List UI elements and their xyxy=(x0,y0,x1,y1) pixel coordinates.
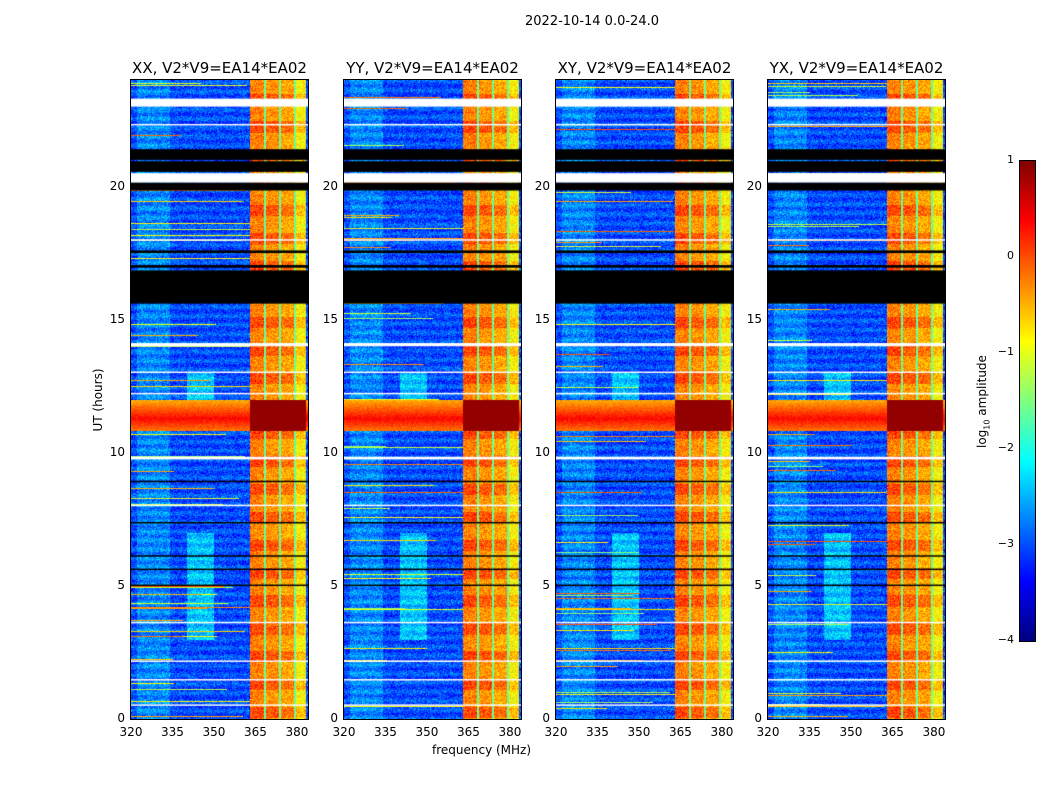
x-tick-label: 335 xyxy=(374,725,397,739)
y-tick-label: 10 xyxy=(746,444,762,459)
heatmap-panel xyxy=(767,79,946,720)
heatmap-cells xyxy=(768,80,945,719)
x-tick-label: 320 xyxy=(119,725,143,739)
x-tick-label: 350 xyxy=(627,725,651,739)
y-tick-label: 15 xyxy=(746,311,762,326)
panel-title: YX, V2*V9=EA14*EA02 xyxy=(769,59,944,77)
x-tick-label: 365 xyxy=(457,725,480,739)
heatmap-cells xyxy=(344,80,521,719)
colorbar-tick-label: −4 xyxy=(997,633,1014,646)
x-tick-label: 380 xyxy=(710,725,734,739)
colorbar-tick-label: 1 xyxy=(1007,153,1014,166)
y-tick-label: 0 xyxy=(117,711,125,725)
y-tick-label: 20 xyxy=(109,178,125,193)
heatmap-panel xyxy=(130,79,309,720)
y-tick-label: 5 xyxy=(754,577,762,592)
colorbar xyxy=(1019,160,1036,642)
x-tick-label: 380 xyxy=(285,725,309,739)
heatmap-cells xyxy=(131,80,308,719)
x-tick-label: 335 xyxy=(161,725,184,739)
x-tick-label: 365 xyxy=(881,725,904,739)
y-tick-label: 0 xyxy=(542,711,550,725)
panel-title: XX, V2*V9=EA14*EA02 xyxy=(132,59,307,77)
colorbar-tick-label: 0 xyxy=(1007,249,1014,262)
y-tick-label: 15 xyxy=(534,311,550,326)
x-axis-label: frequency (MHz) xyxy=(432,743,532,757)
heatmap-panel xyxy=(343,79,522,720)
y-tick-label: 0 xyxy=(330,711,338,725)
y-tick-label: 20 xyxy=(322,178,338,193)
x-tick-label: 320 xyxy=(332,725,356,739)
y-tick-label: 5 xyxy=(330,577,338,592)
y-tick-label: 5 xyxy=(542,577,550,592)
heatmap-cells xyxy=(556,80,733,719)
colorbar-label: log10 amplitude xyxy=(975,355,992,448)
y-tick-label: 5 xyxy=(117,577,125,592)
x-tick-label: 350 xyxy=(415,725,439,739)
panel-title: YY, V2*V9=EA14*EA02 xyxy=(346,59,519,77)
figure-title: 2022-10-14 0.0-24.0 xyxy=(525,14,659,29)
colorbar-tick-label: −3 xyxy=(997,537,1014,550)
panel-title: XY, V2*V9=EA14*EA02 xyxy=(557,59,732,77)
x-tick-label: 335 xyxy=(586,725,609,739)
y-tick-label: 10 xyxy=(534,444,550,459)
x-tick-label: 350 xyxy=(202,725,226,739)
colorbar-tick-label: −2 xyxy=(997,441,1014,454)
colorbar-tick-label: −1 xyxy=(997,345,1014,358)
y-tick-label: 20 xyxy=(534,178,550,193)
x-tick-label: 320 xyxy=(756,725,780,739)
y-tick-label: 15 xyxy=(109,311,125,326)
x-tick-label: 350 xyxy=(839,725,863,739)
y-tick-label: 10 xyxy=(322,444,338,459)
y-tick-label: 0 xyxy=(754,711,762,725)
y-tick-label: 10 xyxy=(109,444,125,459)
heatmap-panel xyxy=(555,79,734,720)
y-tick-label: 20 xyxy=(746,178,762,193)
x-tick-label: 365 xyxy=(669,725,692,739)
x-tick-label: 335 xyxy=(798,725,821,739)
x-tick-label: 380 xyxy=(498,725,522,739)
x-tick-label: 365 xyxy=(244,725,267,739)
x-tick-label: 380 xyxy=(922,725,946,739)
x-tick-label: 320 xyxy=(544,725,568,739)
y-axis-label: UT (hours) xyxy=(91,368,105,432)
y-tick-label: 15 xyxy=(322,311,338,326)
